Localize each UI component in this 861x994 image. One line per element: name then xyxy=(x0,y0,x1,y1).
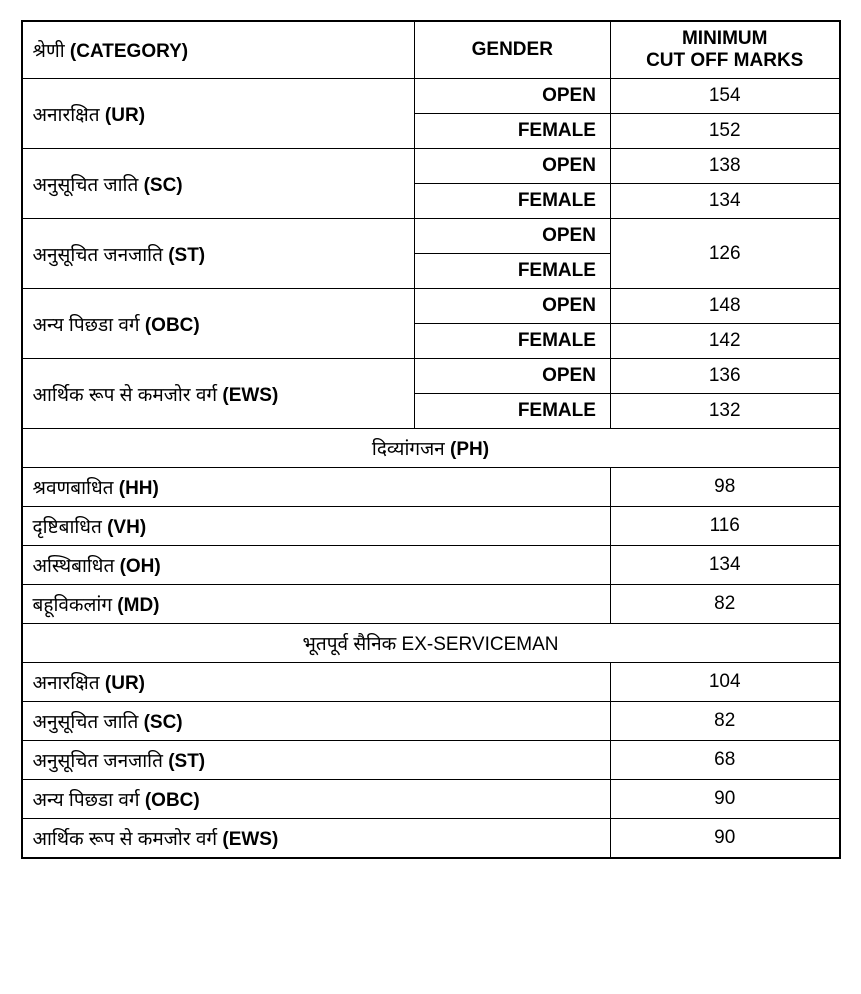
category-cell: अनुसूचित जाति (SC) xyxy=(22,149,415,219)
header-marks: MINIMUMCUT OFF MARKS xyxy=(610,21,839,79)
gender-cell: OPEN xyxy=(414,289,610,324)
category-cell: अनुसूचित जनजाति (ST) xyxy=(22,219,415,289)
gender-cell: FEMALE xyxy=(414,184,610,219)
category-cell: अनारक्षित (UR) xyxy=(22,79,415,149)
marks-cell: 82 xyxy=(610,702,839,741)
marks-cell: 126 xyxy=(610,219,839,289)
gender-cell: OPEN xyxy=(414,149,610,184)
category-row: अनुसूचित जाति (SC)OPEN138 xyxy=(22,149,840,184)
marks-cell: 148 xyxy=(610,289,839,324)
ex-category-cell: अनुसूचित जनजाति (ST) xyxy=(22,741,611,780)
marks-cell: 142 xyxy=(610,324,839,359)
marks-cell: 116 xyxy=(610,507,839,546)
ph-row: बहूविकलांग (MD)82 xyxy=(22,585,840,624)
ex-row: अनुसूचित जनजाति (ST)68 xyxy=(22,741,840,780)
ph-section-header: दिव्यांगजन (PH) xyxy=(22,429,840,468)
header-category: श्रेणी (CATEGORY) xyxy=(22,21,415,79)
ex-row: अन्य पिछडा वर्ग (OBC)90 xyxy=(22,780,840,819)
marks-cell: 132 xyxy=(610,394,839,429)
header-gender: GENDER xyxy=(414,21,610,79)
marks-cell: 134 xyxy=(610,546,839,585)
category-cell: आर्थिक रूप से कमजोर वर्ग (EWS) xyxy=(22,359,415,429)
gender-cell: OPEN xyxy=(414,359,610,394)
gender-cell: FEMALE xyxy=(414,254,610,289)
marks-cell: 90 xyxy=(610,819,839,859)
category-row: अनारक्षित (UR)OPEN154 xyxy=(22,79,840,114)
ex-category-cell: अनारक्षित (UR) xyxy=(22,663,611,702)
ex-row: अनारक्षित (UR)104 xyxy=(22,663,840,702)
marks-cell: 104 xyxy=(610,663,839,702)
ph-row: अस्थिबाधित (OH)134 xyxy=(22,546,840,585)
marks-cell: 138 xyxy=(610,149,839,184)
marks-cell: 134 xyxy=(610,184,839,219)
ex-category-cell: अनुसूचित जाति (SC) xyxy=(22,702,611,741)
marks-cell: 82 xyxy=(610,585,839,624)
ph-row: दृष्टिबाधित (VH)116 xyxy=(22,507,840,546)
cutoff-table-container: श्रेणी (CATEGORY)GENDERMINIMUMCUT OFF MA… xyxy=(21,20,841,859)
category-row: आर्थिक रूप से कमजोर वर्ग (EWS)OPEN136 xyxy=(22,359,840,394)
marks-cell: 90 xyxy=(610,780,839,819)
ph-category-cell: अस्थिबाधित (OH) xyxy=(22,546,611,585)
ph-category-cell: श्रवणबाधित (HH) xyxy=(22,468,611,507)
gender-cell: OPEN xyxy=(414,219,610,254)
ex-category-cell: अन्य पिछडा वर्ग (OBC) xyxy=(22,780,611,819)
category-row: अन्य पिछडा वर्ग (OBC)OPEN148 xyxy=(22,289,840,324)
ex-row: आर्थिक रूप से कमजोर वर्ग (EWS)90 xyxy=(22,819,840,859)
ph-row: श्रवणबाधित (HH)98 xyxy=(22,468,840,507)
cutoff-table: श्रेणी (CATEGORY)GENDERMINIMUMCUT OFF MA… xyxy=(21,20,841,859)
marks-cell: 136 xyxy=(610,359,839,394)
marks-cell: 68 xyxy=(610,741,839,780)
ex-row: अनुसूचित जाति (SC)82 xyxy=(22,702,840,741)
header-row: श्रेणी (CATEGORY)GENDERMINIMUMCUT OFF MA… xyxy=(22,21,840,79)
category-cell: अन्य पिछडा वर्ग (OBC) xyxy=(22,289,415,359)
category-row: अनुसूचित जनजाति (ST)OPEN126 xyxy=(22,219,840,254)
ph-category-cell: दृष्टिबाधित (VH) xyxy=(22,507,611,546)
ex-category-cell: आर्थिक रूप से कमजोर वर्ग (EWS) xyxy=(22,819,611,859)
ex-section-header: भूतपूर्व सैनिक EX-SERVICEMAN xyxy=(22,624,840,663)
ph-category-cell: बहूविकलांग (MD) xyxy=(22,585,611,624)
marks-cell: 152 xyxy=(610,114,839,149)
gender-cell: FEMALE xyxy=(414,394,610,429)
marks-cell: 154 xyxy=(610,79,839,114)
ph-section-header-row: दिव्यांगजन (PH) xyxy=(22,429,840,468)
gender-cell: OPEN xyxy=(414,79,610,114)
ex-section-header-row: भूतपूर्व सैनिक EX-SERVICEMAN xyxy=(22,624,840,663)
gender-cell: FEMALE xyxy=(414,114,610,149)
gender-cell: FEMALE xyxy=(414,324,610,359)
marks-cell: 98 xyxy=(610,468,839,507)
